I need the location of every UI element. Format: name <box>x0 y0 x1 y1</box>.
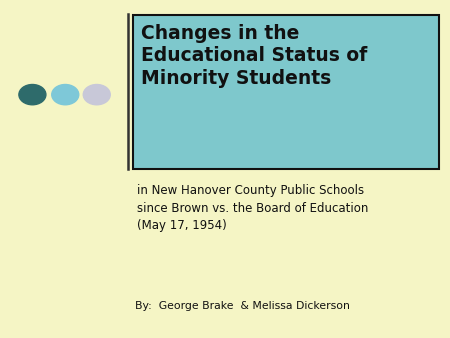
Circle shape <box>83 84 110 105</box>
FancyBboxPatch shape <box>133 15 439 169</box>
Text: in New Hanover County Public Schools
since Brown vs. the Board of Education
(May: in New Hanover County Public Schools sin… <box>137 184 369 232</box>
Circle shape <box>19 84 46 105</box>
Circle shape <box>52 84 79 105</box>
Text: Changes in the
Educational Status of
Minority Students: Changes in the Educational Status of Min… <box>141 24 367 88</box>
Text: By:  George Brake  & Melissa Dickerson: By: George Brake & Melissa Dickerson <box>135 301 350 311</box>
